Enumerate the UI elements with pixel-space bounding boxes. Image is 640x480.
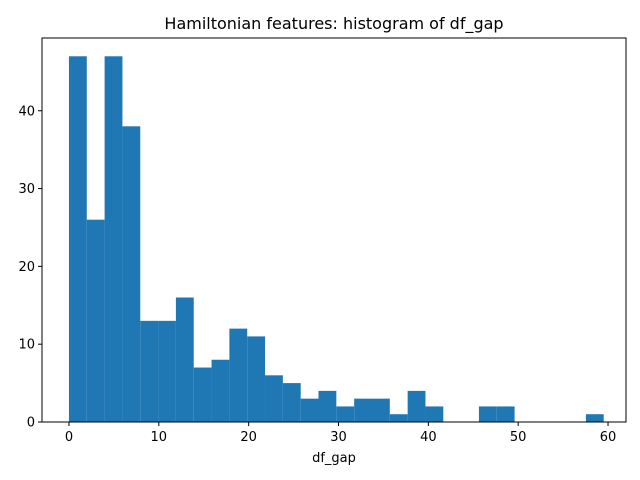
histogram-bar	[247, 336, 266, 422]
histogram-bar	[158, 320, 176, 422]
histogram-bar	[193, 367, 212, 422]
histogram-bar	[211, 359, 230, 422]
histogram-bar	[175, 297, 194, 422]
x-tick-label: 40	[420, 430, 437, 445]
x-tick-label: 50	[510, 430, 527, 445]
x-axis-ticks: 0 10 20 30 40 50 60	[65, 422, 616, 445]
x-tick-label: 10	[151, 430, 168, 445]
x-tick-label: 60	[600, 430, 617, 445]
histogram-bar	[336, 406, 355, 422]
histogram-bar	[229, 328, 248, 422]
y-tick-label: 0	[27, 416, 35, 431]
y-tick-label: 40	[18, 104, 35, 119]
chart-title: Hamiltonian features: histogram of df_ga…	[164, 14, 503, 34]
plot-frame	[41, 37, 627, 423]
histogram-bar	[371, 398, 390, 422]
y-tick-label: 20	[18, 260, 35, 275]
x-tick-label: 30	[330, 430, 347, 445]
y-axis-ticks: 0 10 20 30 40	[18, 104, 42, 431]
histogram-bar	[425, 406, 444, 422]
histogram-bar	[68, 56, 87, 423]
histogram-bar	[122, 126, 141, 423]
histogram-bar	[282, 383, 301, 422]
histogram-bar	[354, 398, 372, 422]
histogram-bar	[300, 398, 319, 422]
x-tick-label: 0	[65, 430, 73, 445]
histogram-bar	[318, 390, 337, 422]
histogram-bar	[265, 375, 283, 422]
histogram-bar	[104, 56, 123, 423]
histogram-bar	[140, 320, 159, 422]
histogram-bar	[585, 414, 604, 422]
x-axis-label: df_gap	[312, 451, 356, 466]
histogram-bar	[407, 390, 426, 422]
bars-group	[68, 56, 604, 423]
histogram-bar	[86, 219, 105, 422]
histogram-bar	[496, 406, 515, 422]
histogram-bar	[389, 414, 408, 422]
histogram-bar	[478, 406, 497, 422]
x-tick-label: 20	[240, 430, 257, 445]
y-tick-label: 30	[18, 182, 35, 197]
y-tick-label: 10	[18, 338, 35, 353]
